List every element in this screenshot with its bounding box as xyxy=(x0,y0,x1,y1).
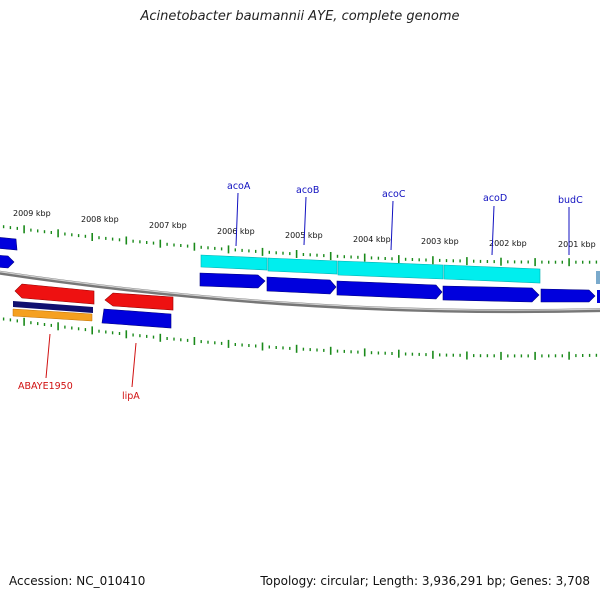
gene-acoC[interactable] xyxy=(336,280,443,300)
accession-text: Accession: NC_010410 xyxy=(9,574,146,588)
forward-genes xyxy=(0,237,600,303)
gene-left-edge-1[interactable] xyxy=(0,237,18,251)
gene-label-ABAYE1950[interactable]: ABAYE1950 xyxy=(18,381,73,392)
kbp-label-2007: 2007 kbp xyxy=(149,221,187,230)
inner-feature-bars xyxy=(12,301,172,329)
gene-label-lipA[interactable]: lipA xyxy=(122,391,140,402)
gene-acoD[interactable] xyxy=(442,285,540,303)
gene-acoB[interactable] xyxy=(266,276,337,295)
bar-navy[interactable] xyxy=(13,301,93,313)
gene-label-acoD[interactable]: acoD xyxy=(483,193,507,204)
kbp-label-2002: 2002 kbp xyxy=(489,239,527,248)
leader-acoC xyxy=(390,200,394,251)
highlight-segment-3[interactable] xyxy=(337,260,444,280)
outer-tick-track xyxy=(2,225,598,267)
bar-orange[interactable] xyxy=(12,308,93,322)
genome-backbone xyxy=(0,270,600,314)
reverse-genes xyxy=(14,283,174,311)
highlight-segment-1[interactable] xyxy=(200,254,268,271)
label-leaders xyxy=(45,192,570,388)
highlight-segment-edge[interactable] xyxy=(596,271,600,284)
highlight-segment-4[interactable] xyxy=(443,264,541,284)
genome-backbone-highlight xyxy=(0,271,600,311)
leader-acoB xyxy=(303,196,307,246)
bar-blue-lower[interactable] xyxy=(101,308,172,329)
gene-right-edge[interactable] xyxy=(597,290,600,303)
kbp-label-2003: 2003 kbp xyxy=(421,237,459,246)
gene-label-acoB[interactable]: acoB xyxy=(296,185,319,196)
kbp-label-2004: 2004 kbp xyxy=(353,235,391,244)
gene-label-acoC[interactable]: acoC xyxy=(382,189,406,200)
kbp-label-2009: 2009 kbp xyxy=(13,209,51,218)
highlight-track xyxy=(200,254,600,284)
leader-acoD xyxy=(491,205,495,256)
gene-budC[interactable] xyxy=(540,288,596,303)
genome-summary-text: Topology: circular; Length: 3,936,291 bp… xyxy=(260,574,590,588)
gene-label-budC[interactable]: budC xyxy=(558,195,583,206)
kbp-label-2001: 2001 kbp xyxy=(558,240,596,249)
leader-acoA xyxy=(235,192,239,247)
gene-acoA[interactable] xyxy=(199,272,266,289)
kbp-label-2005: 2005 kbp xyxy=(285,231,323,240)
leader-lipA xyxy=(131,342,137,388)
gene-lipA[interactable] xyxy=(104,292,174,311)
gene-ABAYE1950[interactable] xyxy=(14,283,95,305)
leader-ABAYE1950 xyxy=(45,333,51,379)
inner-tick-track xyxy=(2,317,598,360)
genome-title: Acinetobacter baumannii AYE, complete ge… xyxy=(140,9,460,24)
kbp-label-2008: 2008 kbp xyxy=(81,215,119,224)
gene-label-acoA[interactable]: acoA xyxy=(227,181,251,192)
kbp-label-2006: 2006 kbp xyxy=(217,227,255,236)
gene-left-edge-2[interactable] xyxy=(0,255,15,269)
highlight-segment-2[interactable] xyxy=(267,257,338,275)
